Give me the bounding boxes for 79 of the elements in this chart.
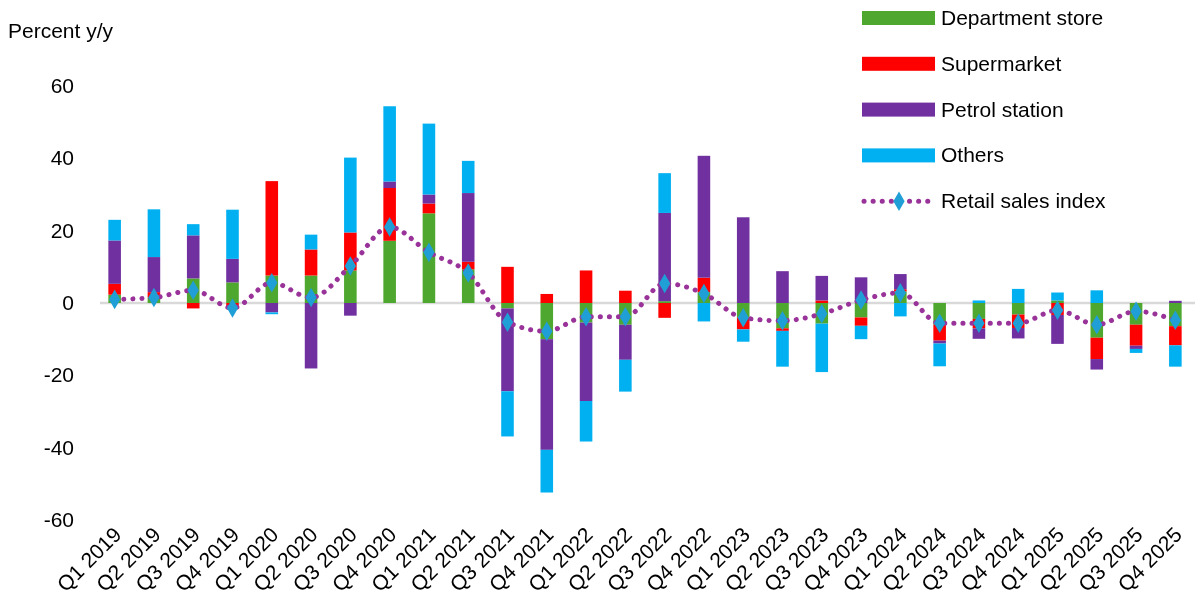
bar bbox=[579, 401, 593, 442]
bar bbox=[147, 257, 161, 293]
bar bbox=[147, 209, 161, 258]
bar bbox=[383, 106, 396, 182]
bar bbox=[461, 193, 475, 262]
legend-label: Others bbox=[941, 143, 1005, 167]
bar bbox=[1129, 324, 1143, 346]
bar bbox=[1011, 288, 1025, 303]
bar bbox=[619, 290, 632, 303]
bar bbox=[501, 303, 514, 309]
bar bbox=[383, 181, 396, 188]
bar bbox=[1090, 359, 1104, 370]
legend-label: Department store bbox=[941, 6, 1104, 29]
bar bbox=[540, 449, 554, 493]
bar bbox=[1051, 292, 1064, 301]
bar bbox=[1051, 314, 1064, 344]
y-tick-label: -40 bbox=[43, 435, 74, 459]
bar bbox=[1090, 337, 1104, 360]
bar bbox=[815, 323, 829, 373]
y-tick-label: -60 bbox=[43, 508, 74, 531]
bar bbox=[579, 322, 593, 402]
bar bbox=[422, 123, 436, 195]
legend-label: Petrol station bbox=[941, 97, 1064, 121]
bar bbox=[579, 270, 593, 303]
bar bbox=[265, 181, 279, 276]
bar bbox=[344, 270, 357, 303]
bar bbox=[226, 282, 239, 303]
bar bbox=[108, 219, 121, 241]
bar bbox=[540, 293, 554, 303]
bar bbox=[972, 300, 986, 303]
bar bbox=[1011, 303, 1025, 315]
bar bbox=[461, 160, 475, 194]
y-tick-label: -20 bbox=[43, 363, 74, 387]
bar bbox=[658, 173, 671, 213]
bar bbox=[815, 275, 829, 301]
bar bbox=[619, 359, 632, 392]
bar bbox=[186, 224, 200, 236]
bar bbox=[226, 258, 239, 283]
bar bbox=[344, 157, 357, 233]
bar bbox=[304, 234, 318, 250]
bar bbox=[1169, 326, 1182, 346]
bar bbox=[1169, 300, 1182, 303]
bar bbox=[736, 217, 750, 303]
bar bbox=[304, 249, 318, 276]
bar bbox=[854, 325, 868, 340]
bar bbox=[776, 330, 789, 367]
bar bbox=[501, 391, 514, 437]
legend-label: Supermarket bbox=[941, 51, 1062, 75]
y-tick-label: 0 bbox=[62, 291, 74, 314]
y-tick-label: 20 bbox=[50, 218, 74, 242]
bar bbox=[1090, 290, 1104, 303]
bar bbox=[1129, 348, 1143, 353]
bar bbox=[736, 329, 750, 342]
bar bbox=[186, 303, 200, 309]
bar bbox=[265, 303, 279, 313]
bar bbox=[304, 303, 318, 369]
bar bbox=[1169, 345, 1182, 367]
bar bbox=[186, 235, 200, 279]
bar bbox=[815, 300, 829, 303]
y-axis-title: Percent y/y bbox=[8, 19, 114, 42]
bar bbox=[933, 340, 946, 344]
y-tick-label: 40 bbox=[50, 146, 74, 170]
bar bbox=[422, 194, 436, 204]
bar bbox=[697, 155, 711, 278]
bar bbox=[344, 303, 357, 316]
bar bbox=[383, 240, 396, 303]
bar bbox=[501, 266, 514, 303]
bar bbox=[619, 324, 632, 360]
bar bbox=[776, 271, 789, 303]
bar bbox=[226, 209, 239, 259]
bar bbox=[658, 303, 671, 318]
y-tick-label: 60 bbox=[50, 74, 74, 97]
bar bbox=[894, 303, 907, 317]
legend-label: Retail sales index bbox=[941, 189, 1107, 213]
bar bbox=[854, 317, 868, 326]
bar bbox=[933, 343, 946, 367]
bar bbox=[540, 339, 554, 450]
bar bbox=[108, 240, 121, 284]
bar bbox=[697, 303, 711, 322]
